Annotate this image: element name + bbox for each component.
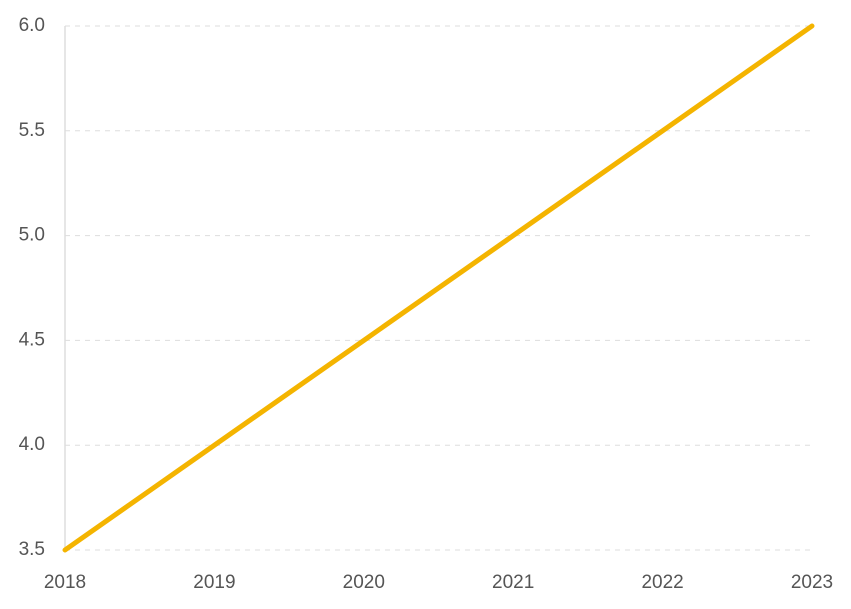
y-tick-label: 4.0 <box>19 434 45 455</box>
line <box>62 23 815 553</box>
x-tick-label: 2018 <box>44 572 86 593</box>
y-tick-label: 5.5 <box>19 120 45 141</box>
x-tick-label: 2021 <box>492 572 534 593</box>
x-tick-label: 2020 <box>343 572 385 593</box>
y-tick-label: 4.5 <box>19 329 45 350</box>
x-tick-label: 2022 <box>641 572 683 593</box>
y-tick-label: 6.0 <box>19 15 45 36</box>
x-tick-label: 2019 <box>193 572 235 593</box>
y-tick-label: 5.0 <box>19 225 45 246</box>
x-tick-label: 2023 <box>791 572 833 593</box>
y-tick-label: 3.5 <box>19 539 45 560</box>
